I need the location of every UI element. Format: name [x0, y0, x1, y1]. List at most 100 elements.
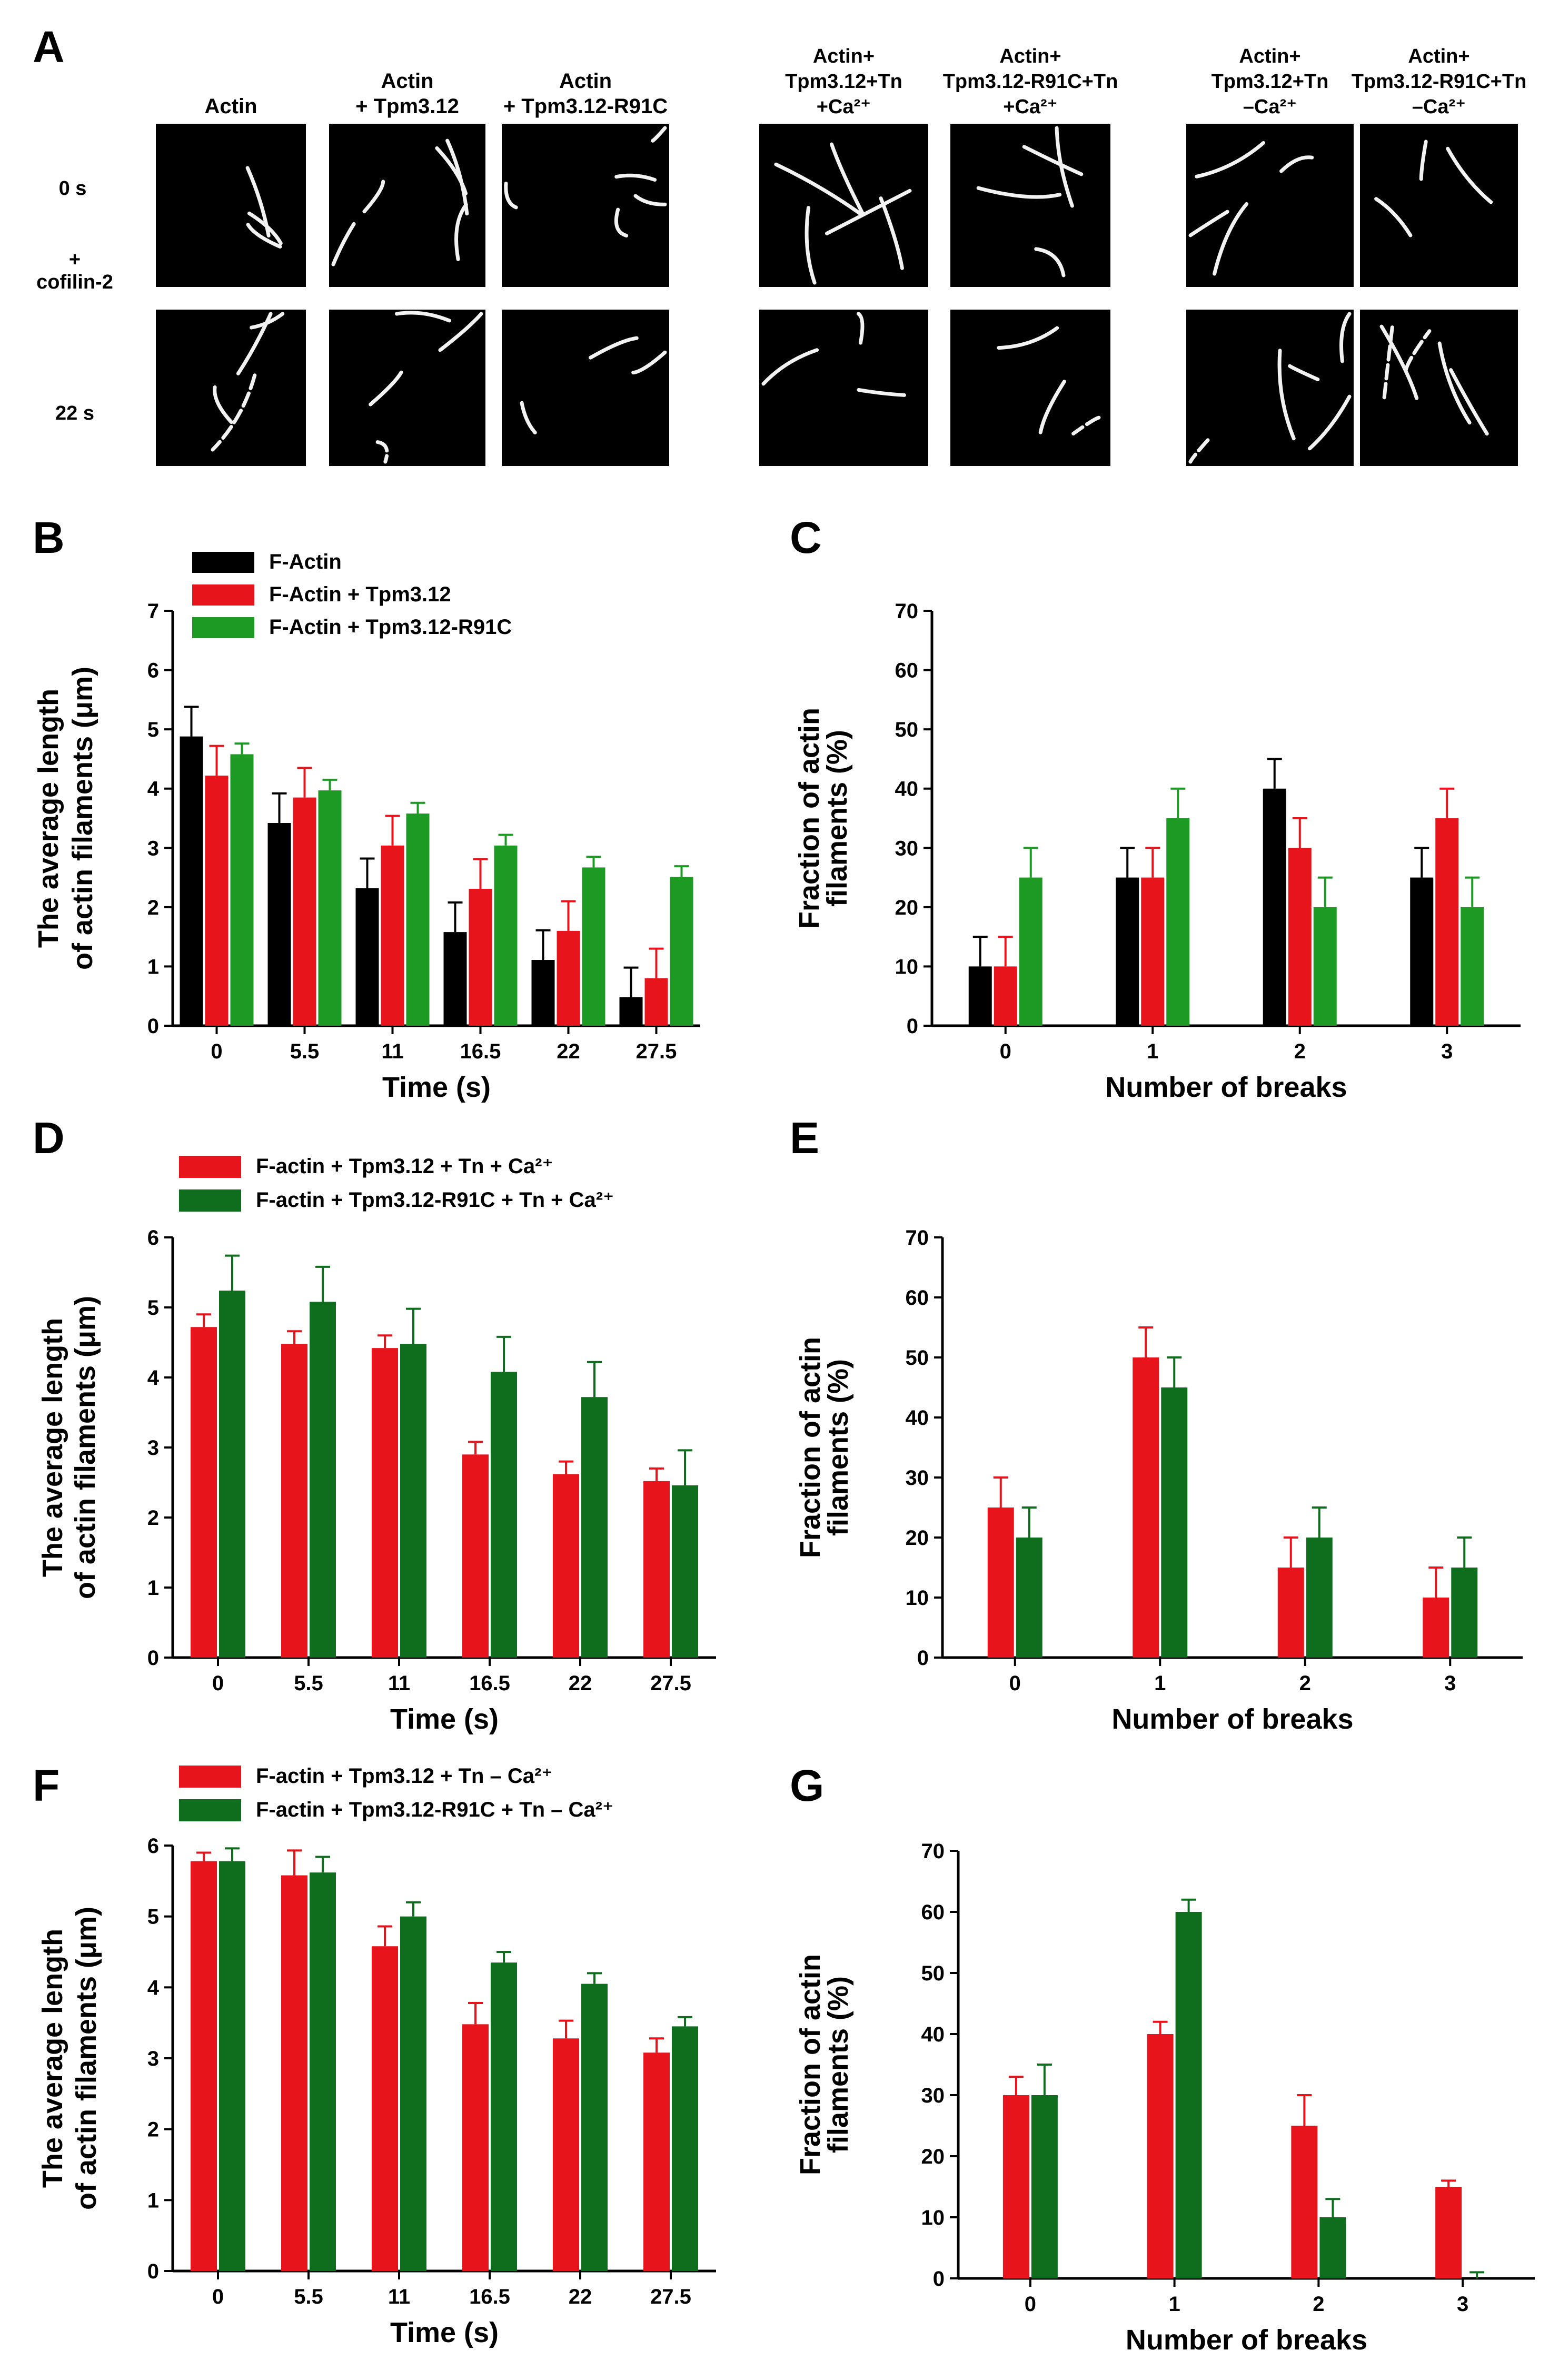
x-tick-label: 22	[557, 1040, 580, 1063]
actin-filament-icon	[504, 182, 518, 210]
actin-filament-icon	[435, 146, 468, 195]
chart-panel-f: F 0 1 2 3 4 5 6 0 5.5 11 16.5 22 27.5 Time (s) The aver…	[33, 1761, 716, 2348]
bar	[1016, 1538, 1042, 1658]
bar	[381, 845, 404, 1026]
chart-panel-d: D 0 1 2 3 4 5 6 0 5.5 11 16.5 22 27.5 Time (s) The aver…	[33, 1113, 716, 1735]
column-header-line: Actin	[559, 70, 612, 93]
bar	[443, 932, 467, 1026]
y-tick-label: 4	[147, 1366, 160, 1390]
y-tick-label: 30	[895, 837, 919, 860]
y-tick-label: 50	[906, 1346, 929, 1370]
actin-filament-icon	[614, 173, 657, 182]
micrograph-7-top	[1360, 124, 1518, 287]
y-tick-label: 40	[921, 2023, 945, 2046]
legend-label: F-actin + Tpm3.12-R91C + Tn – Ca²⁺	[256, 1798, 613, 1821]
micrograph-background	[156, 310, 306, 466]
y-tick-label: 5	[147, 1296, 159, 1320]
bar	[1147, 2034, 1174, 2278]
micrograph-background	[1186, 310, 1354, 466]
y-axis-label-line: filaments (%)	[822, 1976, 854, 2153]
panel-label-e: E	[790, 1113, 819, 1163]
x-axis-label: Number of breaks	[1105, 1072, 1347, 1103]
actin-filament-icon	[1288, 364, 1320, 382]
legend-label: F-actin + Tpm3.12-R91C + Tn + Ca²⁺	[256, 1188, 614, 1212]
bar	[462, 2024, 489, 2271]
row-label-plus: +	[69, 249, 81, 271]
y-tick-label: 2	[147, 1506, 159, 1530]
actin-filament-icon	[1374, 197, 1413, 237]
bar	[1161, 1387, 1188, 1658]
bar	[1435, 2187, 1462, 2278]
x-tick-label: 0	[212, 1672, 224, 1695]
actin-filament-icon	[369, 370, 403, 406]
bar	[1141, 877, 1165, 1026]
bar	[191, 1327, 217, 1658]
bar	[293, 797, 316, 1026]
x-tick-label: 16.5	[469, 2285, 510, 2308]
y-axis-label-line: Fraction of actin	[795, 1337, 826, 1558]
x-tick-label: 16.5	[469, 1672, 510, 1695]
actin-filament-icon	[857, 312, 865, 345]
bar	[987, 1508, 1014, 1658]
actin-filament-icon	[362, 180, 385, 214]
legend-swatch	[192, 552, 254, 573]
bar	[267, 823, 291, 1026]
y-tick-label: 1	[147, 1576, 159, 1600]
bar	[494, 845, 518, 1026]
x-tick-label: 16.5	[460, 1040, 501, 1063]
actin-filament-icon	[589, 336, 639, 360]
bar	[1319, 2217, 1346, 2278]
actin-filament-icon	[1213, 202, 1249, 276]
actin-filament-icon	[1188, 210, 1229, 237]
bar	[469, 888, 492, 1026]
row-label-0s: 0 s	[59, 177, 87, 200]
y-tick-label: 40	[906, 1406, 929, 1430]
legend-swatch	[192, 584, 254, 606]
y-tick-label: 3	[147, 837, 159, 860]
bar	[672, 2026, 698, 2271]
panel-label-a: A	[33, 22, 65, 72]
x-tick-label: 2	[1299, 1672, 1311, 1695]
y-tick-label: 3	[147, 1436, 159, 1460]
bar	[281, 1344, 307, 1658]
chart-panel-e: E 0 10 20 30 40 50 60 70 0 1 2 3 Number of breaks Frac…	[790, 1113, 1523, 1735]
y-axis-label-line: Fraction of actin	[795, 1954, 826, 2175]
bar	[644, 978, 668, 1026]
panel-label-c: C	[790, 513, 822, 562]
chart-panel-b: B 0 1 2 3 4 5 6 7 0 5.5 11 16.5 22 27.5 Time (s) The ave…	[33, 513, 700, 1103]
legend-swatch	[192, 617, 254, 638]
y-tick-label: 6	[147, 659, 159, 682]
column-header-line: –Ca²⁺	[1412, 96, 1466, 118]
y-tick-label: 70	[906, 1226, 929, 1250]
bar	[372, 1946, 398, 2271]
y-tick-label: 6	[147, 1834, 159, 1858]
column-header-line: Tpm3.12+Tn	[1212, 71, 1329, 93]
bar	[553, 2038, 579, 2271]
x-axis-label: Time (s)	[390, 2317, 499, 2348]
bar	[230, 754, 254, 1026]
legend-swatch	[179, 1156, 241, 1178]
actin-filament-icon	[395, 311, 451, 323]
x-tick-label: 1	[1147, 1040, 1158, 1063]
panel-label-b: B	[33, 513, 65, 562]
x-tick-label: 11	[388, 1672, 410, 1695]
y-tick-label: 0	[147, 2260, 159, 2283]
y-tick-label: 6	[147, 1226, 159, 1250]
column-header-line: Actin+	[999, 45, 1061, 67]
x-tick-label: 0	[1000, 1040, 1011, 1063]
legend-label: F-actin + Tpm3.12 + Tn – Ca²⁺	[256, 1764, 552, 1788]
x-tick-label: 5.5	[294, 1672, 323, 1695]
bar	[1306, 1538, 1333, 1658]
legend-swatch	[179, 1766, 241, 1788]
bar	[1133, 1357, 1159, 1658]
bar	[219, 1291, 245, 1658]
bar	[643, 1481, 670, 1658]
micrograph-1-bottom	[156, 310, 306, 466]
x-tick-label: 5.5	[294, 2285, 323, 2308]
micrograph-5-top	[950, 124, 1110, 287]
actin-filament-icon	[651, 126, 667, 143]
column-header-line: Actin+	[1239, 45, 1300, 67]
x-tick-label: 0	[211, 1040, 222, 1063]
actin-filament-icon	[1404, 329, 1432, 372]
x-tick-label: 2	[1313, 2293, 1324, 2316]
